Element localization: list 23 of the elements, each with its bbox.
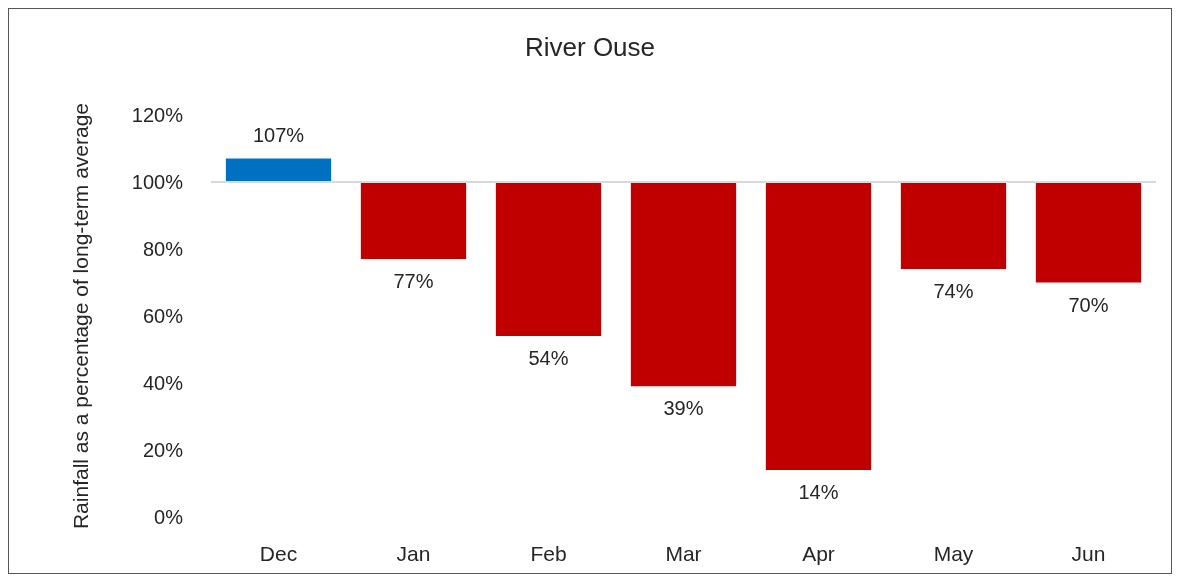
y-tick-label: 40%: [142, 372, 184, 394]
y-tick-label: 20%: [142, 439, 184, 461]
y-tick-label: 60%: [142, 305, 184, 327]
data-label: 77%: [393, 270, 434, 293]
x-tick-label: May: [933, 542, 974, 565]
y-tick-label: 80%: [142, 238, 184, 260]
y-tick-label: 0%: [154, 506, 184, 528]
x-tick-label: Feb: [530, 542, 567, 565]
x-tick-label: Dec: [259, 542, 298, 565]
x-tick-label: Apr: [802, 542, 835, 565]
y-tick-label: 120%: [131, 104, 184, 126]
data-label: 70%: [1068, 293, 1109, 316]
y-axis-title: Rainfall as a percentage of long-term average: [68, 102, 92, 530]
chart-title: River Ouse: [524, 32, 656, 62]
x-tick-label: Mar: [665, 542, 702, 565]
data-label: 39%: [663, 397, 704, 420]
y-tick-label: 100%: [131, 171, 184, 193]
x-tick-label: Jan: [396, 542, 431, 565]
data-label: 54%: [528, 347, 569, 370]
x-tick-label: Jun: [1071, 542, 1106, 565]
data-label: 74%: [933, 280, 974, 303]
data-label: 14%: [798, 481, 839, 504]
data-label: 107%: [252, 123, 305, 146]
